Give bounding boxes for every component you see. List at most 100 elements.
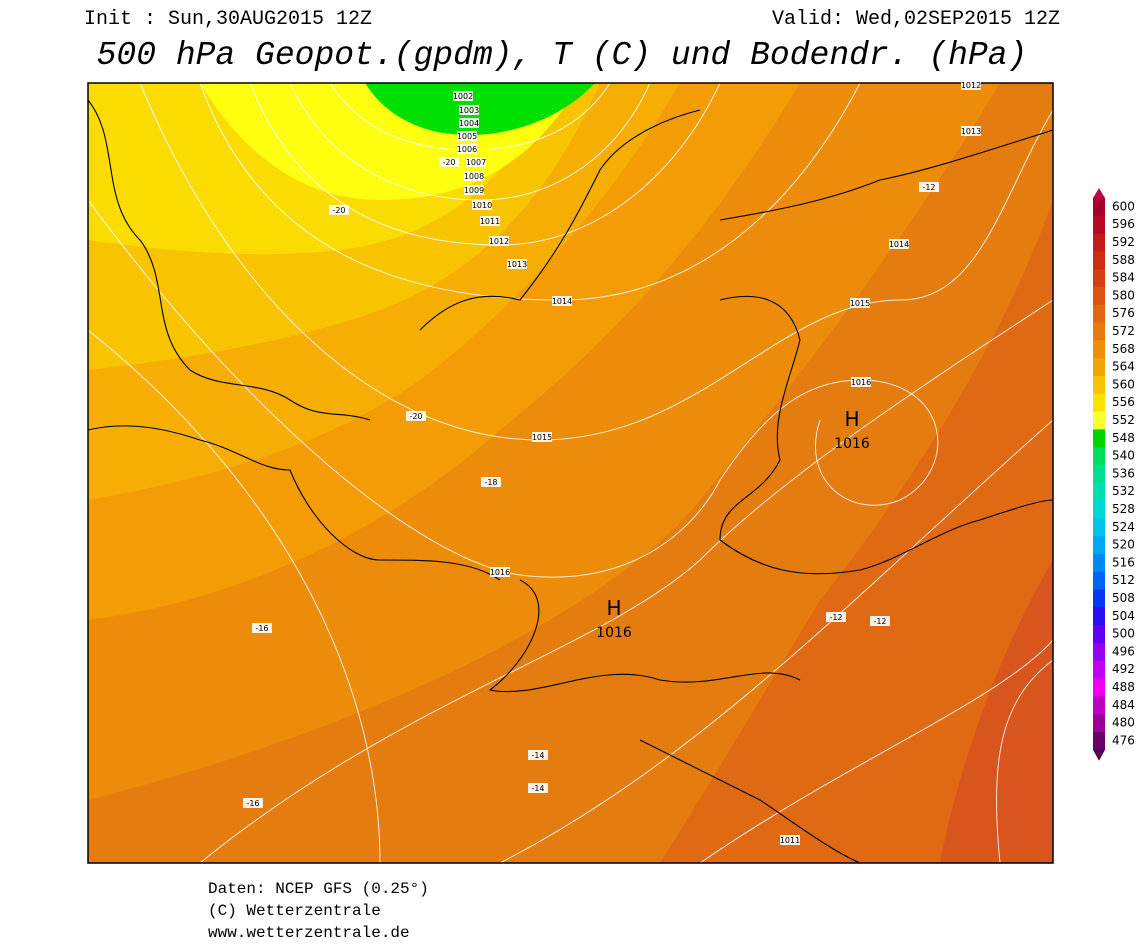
temperature-label: -16 [255, 624, 268, 633]
isobar-label: 1005 [457, 132, 477, 141]
coastlines [88, 99, 1053, 863]
colorbar-label: 480 [1112, 716, 1135, 730]
colorbar-label: 496 [1112, 644, 1135, 658]
colorbar-label: 576 [1112, 306, 1135, 320]
isobar-label-box [459, 118, 479, 128]
isobar-label-box [480, 216, 500, 226]
colorbar-swatch [1093, 714, 1105, 733]
colorbar-swatch [1093, 322, 1105, 341]
temperature-label-box [481, 477, 501, 487]
isobar-label: 1016 [851, 378, 871, 387]
colorbar-label: 516 [1112, 555, 1135, 569]
colorbar-label: 584 [1112, 271, 1135, 285]
colorbar-swatch [1093, 500, 1105, 519]
isobar-label: 1013 [507, 260, 527, 269]
colorbar-label: 524 [1112, 520, 1135, 534]
colorbar-swatch [1093, 429, 1105, 448]
isobar-label-box [457, 144, 477, 154]
colorbar-label: 484 [1112, 698, 1135, 712]
temperature-label: -20 [332, 206, 345, 215]
colorbar-label: 532 [1112, 484, 1135, 498]
temperature-label-box [826, 612, 846, 622]
isobar-label-box [552, 296, 572, 306]
isobar-label: 1009 [464, 186, 484, 195]
colorbar-label: 492 [1112, 662, 1135, 676]
isobar-label-box [850, 298, 870, 308]
isobar-label: 1011 [780, 836, 800, 845]
colorbar-label: 548 [1112, 431, 1135, 445]
isobar-label-box [889, 239, 909, 249]
colorbar-label: 572 [1112, 324, 1135, 338]
temperature-label: -20 [442, 158, 455, 167]
colorbar-label: 504 [1112, 609, 1135, 623]
isobar-label: 1014 [889, 240, 909, 249]
isobar-label-box [490, 567, 510, 577]
footer-copyright: (C) Wetterzentrale [208, 902, 381, 920]
temperature-label-box [243, 798, 263, 808]
colorbar-swatch [1093, 304, 1105, 324]
temperature-label-box [528, 783, 548, 793]
colorbar-label: 508 [1112, 591, 1135, 605]
footer-source: Daten: NCEP GFS (0.25°) [208, 880, 429, 898]
isobar-label: 1006 [457, 145, 477, 154]
colorbar-label: 512 [1112, 573, 1135, 587]
isobar-label-box [507, 259, 527, 269]
colorbar-swatch [1093, 482, 1105, 502]
temperature-label: -20 [409, 412, 422, 421]
isobar-label: 1015 [532, 433, 552, 442]
isobar-label-box [961, 80, 981, 90]
isobar-label: 1014 [552, 297, 572, 306]
isobar-label: 1013 [961, 127, 981, 136]
colorbar-swatch [1093, 518, 1105, 537]
valid-time: Valid: Wed,02SEP2015 12Z [772, 8, 1060, 31]
colorbar-swatch [1093, 571, 1105, 591]
colorbar-label: 564 [1112, 360, 1135, 374]
isobar-label-box [780, 835, 800, 845]
temperature-label-box [252, 623, 272, 633]
colorbar-label: 560 [1112, 377, 1135, 391]
isobar-label: 1015 [850, 299, 870, 308]
colorbar-swatch [1093, 447, 1105, 466]
colorbar-label: 556 [1112, 395, 1135, 409]
colorbar-label: 592 [1112, 235, 1135, 249]
isobar-label: 1012 [489, 237, 509, 246]
isobar-label-box [453, 91, 473, 101]
isobar-label-box [466, 157, 486, 167]
colorbar-label: 588 [1112, 253, 1135, 267]
colorbar-swatch [1093, 607, 1105, 626]
colorbar-swatch [1093, 251, 1105, 270]
colorbar-swatch [1093, 696, 1105, 715]
temperature-label-box [528, 750, 548, 760]
colorbar-swatch [1093, 643, 1105, 662]
temperature-label-box [439, 157, 459, 167]
isobar-label-box [457, 131, 477, 141]
high-pressure: 1016 [834, 436, 870, 452]
colorbar-label: 540 [1112, 449, 1135, 463]
colorbar-swatch [1093, 465, 1105, 484]
colorbar-label: 520 [1112, 538, 1135, 552]
isobar-label-box [851, 377, 871, 387]
colorbar-label: 568 [1112, 342, 1135, 356]
temperature-label-box [870, 616, 890, 626]
temperature-label-box [406, 411, 426, 421]
colorbar-label: 476 [1112, 733, 1135, 747]
colorbar-bottom-arrow [1093, 749, 1105, 761]
colorbar-swatch [1093, 625, 1105, 644]
colorbar-label: 600 [1112, 199, 1135, 213]
colorbar-label: 500 [1112, 627, 1135, 641]
colorbar-swatch [1093, 411, 1105, 430]
colorbar-swatch [1093, 678, 1105, 697]
isobar-label-box [459, 105, 479, 115]
isobar-label: 1012 [961, 81, 981, 90]
isobar-label: 1004 [459, 119, 479, 128]
colorbar-swatch [1093, 732, 1105, 751]
colorbar-swatch [1093, 660, 1105, 680]
colorbar-swatch [1093, 358, 1105, 377]
colorbar-label: 580 [1112, 288, 1135, 302]
colorbar-swatch [1093, 589, 1105, 608]
temperature-label: -16 [246, 799, 259, 808]
isobar-label-box [532, 432, 552, 442]
isobar-label-box [472, 200, 492, 210]
